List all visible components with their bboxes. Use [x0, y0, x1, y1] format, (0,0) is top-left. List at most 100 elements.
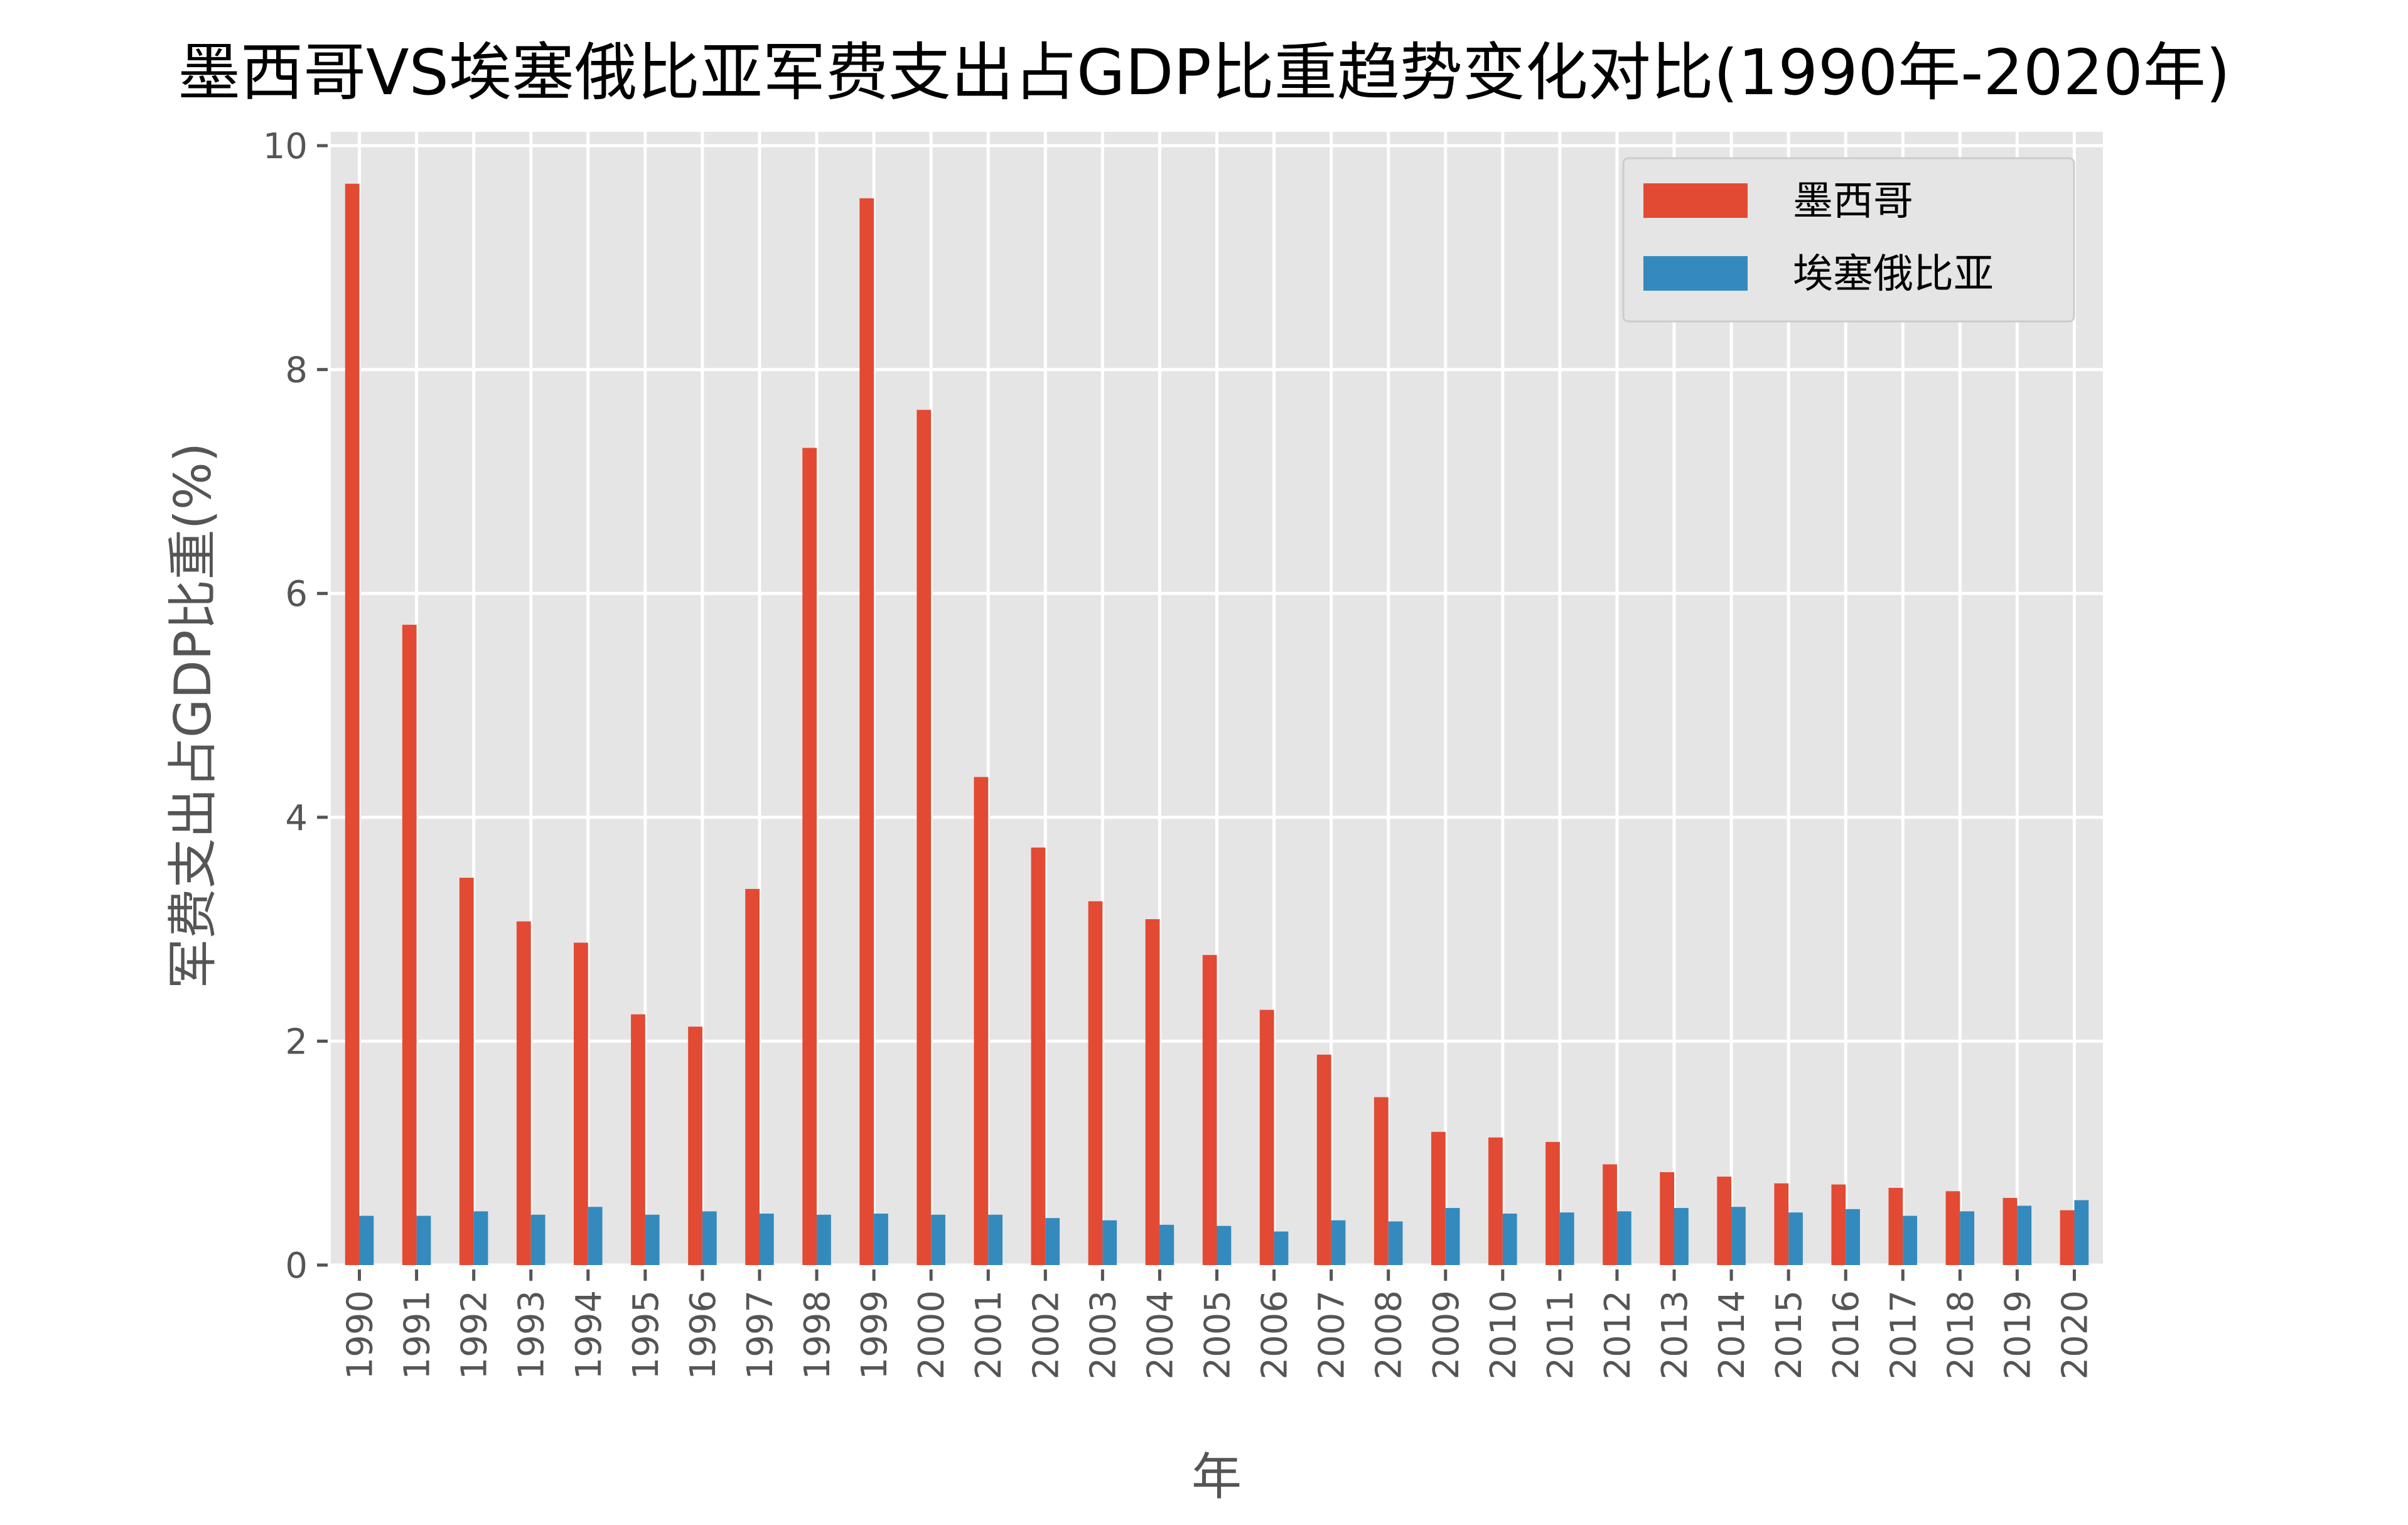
bars [345, 183, 2089, 1266]
legend-label-ethiopia: 埃塞俄比亚 [1793, 251, 1994, 298]
bar-mexico [1945, 1191, 1960, 1265]
bar-ethiopia [1903, 1215, 1918, 1265]
x-tick-label: 1996 [683, 1290, 724, 1380]
bar-mexico [1145, 919, 1160, 1265]
bar-mexico [1488, 1137, 1503, 1265]
bar-ethiopia [1502, 1213, 1517, 1265]
legend-label-mexico: 墨西哥 [1793, 178, 1913, 225]
bar-mexico [1202, 955, 1217, 1265]
bar-ethiopia [817, 1214, 831, 1265]
bar-mexico [802, 448, 817, 1266]
bar-mexico [1259, 1010, 1274, 1265]
bar-mexico [916, 409, 932, 1265]
x-tick-label: 2017 [1883, 1290, 1924, 1380]
bar-ethiopia [1159, 1224, 1174, 1265]
x-tick-label: 2016 [1826, 1290, 1867, 1380]
bar-ethiopia [1217, 1226, 1232, 1265]
bar-mexico [631, 1014, 645, 1265]
bar-mexico [688, 1027, 702, 1265]
x-tick-label: 2013 [1655, 1290, 1696, 1380]
bar-ethiopia [1616, 1211, 1631, 1265]
bar-ethiopia [530, 1214, 546, 1265]
bar-ethiopia [1388, 1221, 1403, 1265]
x-axis-label: 年 [1191, 1448, 1242, 1506]
bar-ethiopia [1674, 1208, 1689, 1265]
x-tick-label: 1993 [512, 1290, 552, 1380]
bar-mexico [402, 625, 417, 1265]
x-tick-label: 2007 [1312, 1290, 1353, 1380]
y-tick-label: 8 [285, 350, 308, 391]
x-tick-label: 1991 [397, 1290, 438, 1380]
bar-ethiopia [416, 1215, 431, 1265]
bar-ethiopia [759, 1213, 774, 1265]
bar-ethiopia [1045, 1218, 1060, 1265]
bar-mexico [1431, 1131, 1446, 1265]
x-tick-label: 2020 [2055, 1290, 2095, 1380]
x-tick-label: 2008 [1369, 1290, 1410, 1380]
x-tick-label: 2010 [1483, 1290, 1524, 1380]
bar-ethiopia [2074, 1200, 2089, 1265]
bar-ethiopia [1731, 1207, 1746, 1265]
x-tick-label: 2019 [1997, 1290, 2038, 1380]
bar-mexico [1373, 1097, 1389, 1265]
y-tick-label: 6 [285, 574, 308, 615]
x-tick-label: 2018 [1940, 1290, 1981, 1380]
y-axis-label: 军费支出占GDP比重(%) [164, 443, 222, 989]
bar-ethiopia [1102, 1220, 1117, 1265]
y-tick-label: 4 [285, 798, 308, 839]
bar-mexico [1660, 1172, 1675, 1265]
bar-mexico [974, 777, 989, 1265]
bar-ethiopia [702, 1211, 717, 1265]
x-tick-label: 2004 [1140, 1290, 1181, 1380]
bar-mexico [859, 198, 874, 1265]
bar-ethiopia [1274, 1231, 1289, 1265]
bar-ethiopia [1445, 1208, 1460, 1265]
x-tick-label: 1992 [454, 1290, 495, 1380]
bar-mexico [2002, 1198, 2018, 1265]
x-tick-label: 1995 [626, 1290, 667, 1380]
bar-mexico [745, 888, 760, 1265]
x-tick-label: 1997 [740, 1290, 781, 1380]
legend: 墨西哥 埃塞俄比亚 [1622, 157, 2075, 323]
bar-ethiopia [988, 1214, 1003, 1265]
x-tick-label: 1998 [797, 1290, 838, 1380]
x-tick-label: 2014 [1712, 1290, 1753, 1380]
bar-mexico [1316, 1054, 1331, 1265]
chart-title: 墨西哥VS埃塞俄比亚军费支出占GDP比重趋势变化对比(1990年-2020年) [178, 36, 2230, 109]
bar-ethiopia [874, 1213, 888, 1265]
bar-ethiopia [645, 1214, 660, 1265]
y-tick-label: 0 [285, 1246, 308, 1286]
bar-mexico [1545, 1141, 1560, 1265]
legend-swatch-mexico [1643, 183, 1748, 218]
bar-mexico [345, 183, 360, 1265]
bar-mexico [1888, 1187, 1903, 1265]
bar-ethiopia [1559, 1212, 1574, 1265]
x-tick-label: 2009 [1426, 1290, 1467, 1380]
x-tick-label: 1994 [569, 1290, 610, 1380]
bar-ethiopia [931, 1214, 945, 1265]
bar-ethiopia [473, 1211, 488, 1265]
bar-mexico [459, 878, 474, 1265]
x-tick-label: 2003 [1083, 1290, 1124, 1380]
bar-mexico [1774, 1183, 1789, 1265]
legend-swatch-ethiopia [1643, 256, 1748, 291]
x-tick-label: 1990 [340, 1290, 381, 1380]
x-tick-label: 2002 [1026, 1290, 1067, 1380]
bar-ethiopia [1846, 1209, 1860, 1265]
x-tick-label: 2011 [1540, 1290, 1581, 1380]
x-tick-label: 1999 [854, 1290, 895, 1380]
bar-mexico [2060, 1210, 2075, 1265]
x-tick-label: 2006 [1255, 1290, 1296, 1380]
bar-ethiopia [1960, 1211, 1975, 1265]
y-tick-label: 2 [285, 1021, 308, 1062]
bar-mexico [1088, 901, 1103, 1265]
bar-mexico [516, 921, 531, 1265]
bar-mexico [1717, 1177, 1732, 1265]
bar-ethiopia [1331, 1220, 1346, 1265]
bar-mexico [574, 942, 588, 1265]
x-tick-label: 2005 [1198, 1290, 1239, 1380]
bar-ethiopia [2017, 1205, 2032, 1265]
bar-ethiopia [588, 1207, 603, 1265]
x-axis: 1990 1991 1992 1993 1994 1995 1996 1997 1998 1999… [340, 1269, 2095, 1380]
